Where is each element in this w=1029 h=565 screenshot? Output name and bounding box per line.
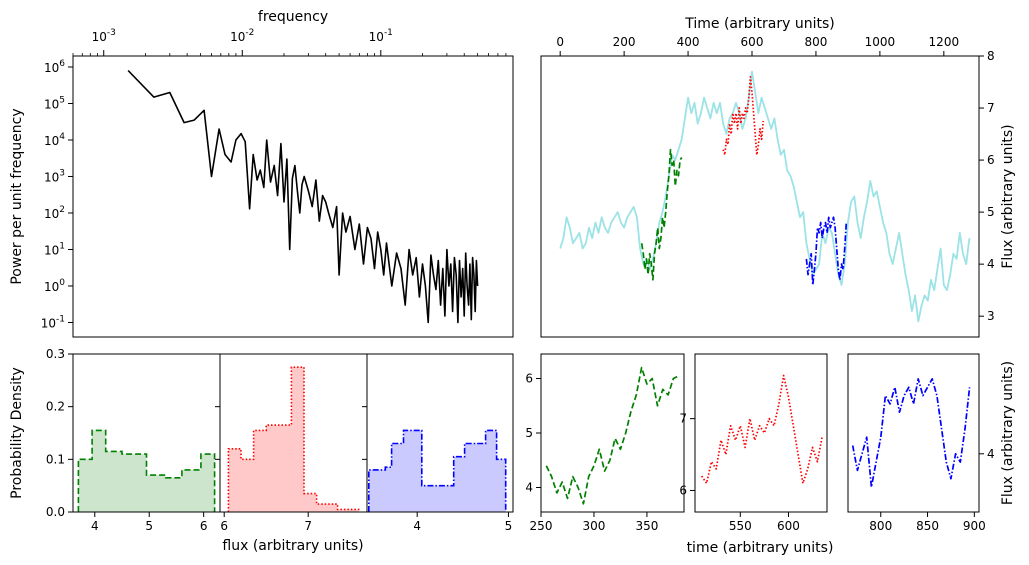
- ts-ytick-label: 7: [987, 101, 995, 115]
- zoom-red-line: [700, 374, 824, 485]
- hist-red-fill: [228, 367, 359, 512]
- ts-red-segment: [722, 75, 765, 156]
- hist-green-ytick-label: 0.2: [46, 400, 65, 414]
- hist-green-xtick-label: 4: [91, 519, 99, 533]
- ts-xtick-label: 1000: [865, 35, 896, 49]
- hist-green-ytick-label: 0.0: [46, 505, 65, 519]
- ts-blue-segment: [805, 216, 848, 286]
- hist-green-ytick-label: 0.3: [46, 347, 65, 361]
- psd-xlabel: frequency: [258, 9, 328, 25]
- psd-ylabel: Power per unit frequency: [9, 108, 25, 284]
- zoom-blue-frame: [847, 353, 980, 513]
- ts-xtick-label: 600: [741, 35, 764, 49]
- ts-frame: [540, 55, 980, 338]
- psd-frame: [72, 55, 514, 338]
- zoom-green-xtick-label: 300: [583, 519, 606, 533]
- zoom-green-ytick-label: 6: [525, 372, 533, 386]
- hist-red-step: [227, 366, 360, 512]
- psd-ytick-label: 103: [44, 168, 65, 184]
- ts-xtick-label: 800: [804, 35, 827, 49]
- ts-ytick-label: 5: [987, 205, 995, 219]
- ts-xlabel: Time (arbitrary units): [684, 16, 834, 32]
- zoom-green-ytick-label: 4: [525, 480, 533, 494]
- psd-xtick-label: 10-3: [92, 28, 116, 44]
- hist-green-ytick-label: 0.1: [46, 452, 65, 466]
- hist-blue-fill: [368, 430, 506, 512]
- ts-ytick-label: 3: [987, 309, 995, 323]
- zoom-blue-xtick-label: 800: [869, 519, 892, 533]
- hist-green-step: [77, 429, 216, 512]
- zoom-green-xtick-label: 350: [635, 519, 658, 533]
- zoom-red-xtick-label: 550: [729, 519, 752, 533]
- ts-xtick-label: 0: [556, 35, 564, 49]
- ts-ylabel: Flux (arbitrary units): [1000, 124, 1016, 268]
- psd-ytick-label: 100: [44, 278, 65, 294]
- zoom-ylabel: Flux (arbitrary units): [1000, 361, 1016, 505]
- psd-ytick-label: 10-1: [41, 314, 65, 330]
- psd-xtick-label: 10-1: [369, 28, 393, 44]
- hist-xlabel: flux (arbitrary units): [222, 538, 363, 554]
- psd-ytick-label: 101: [44, 241, 65, 257]
- zoom-xlabel: time (arbitrary units): [687, 540, 834, 556]
- psd-xtick-label: 10-2: [230, 28, 254, 44]
- ts-ytick-label: 4: [987, 257, 995, 271]
- ts-ytick-label: 6: [987, 153, 995, 167]
- hist-blue-frame: [366, 353, 514, 513]
- zoom-blue-line: [851, 378, 971, 488]
- psd-ytick-label: 106: [44, 59, 65, 75]
- hist-red-xtick-label: 7: [304, 519, 312, 533]
- zoom-red-frame: [694, 353, 828, 513]
- psd-ytick-label: 104: [44, 132, 65, 148]
- ts-xtick-label: 400: [677, 35, 700, 49]
- hist-red-xtick-label: 6: [220, 519, 228, 533]
- zoom-red-ytick-label: 6: [679, 483, 687, 497]
- psd-line: [127, 69, 479, 324]
- hist-blue-xtick-label: 5: [505, 519, 513, 533]
- ts-green-segment: [640, 148, 683, 281]
- zoom-red-xtick-label: 600: [777, 519, 800, 533]
- psd-ytick-label: 105: [44, 95, 65, 111]
- zoom-green-xtick-label: 250: [530, 519, 553, 533]
- zoom-blue-xtick-label: 850: [916, 519, 939, 533]
- hist-ylabel: Probability Density: [9, 367, 25, 499]
- zoom-green-line: [545, 366, 680, 505]
- ts-xtick-label: 1200: [929, 35, 960, 49]
- zoom-green-frame: [540, 353, 685, 513]
- ts-background-line: [559, 70, 971, 323]
- hist-green-xtick-label: 6: [200, 519, 208, 533]
- zoom-green-ytick-label: 5: [525, 426, 533, 440]
- ts-xtick-label: 200: [613, 35, 636, 49]
- zoom-blue-ytick-label: 4: [987, 447, 995, 461]
- hist-blue-xtick-label: 4: [413, 519, 421, 533]
- psd-ytick-label: 102: [44, 205, 65, 221]
- zoom-red-ytick-label: 7: [679, 412, 687, 426]
- ts-ytick-label: 8: [987, 49, 995, 63]
- hist-green-xtick-label: 5: [145, 519, 153, 533]
- hist-blue-step: [368, 429, 507, 512]
- zoom-blue-xtick-label: 900: [963, 519, 986, 533]
